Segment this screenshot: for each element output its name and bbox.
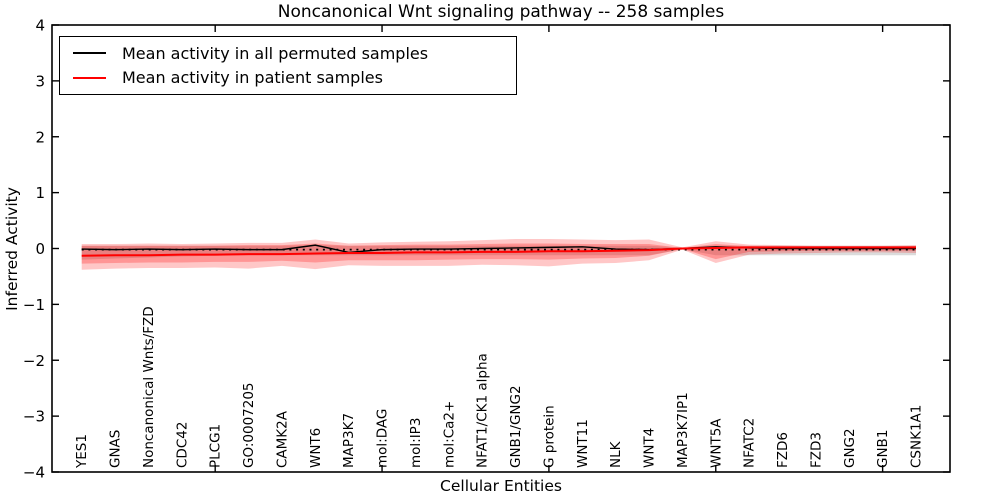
- x-entity-label: mol:Ca2+: [441, 401, 457, 468]
- x-entity-label: NFAT1/CK1 alpha: [475, 353, 491, 468]
- x-entity-label: G protein: [541, 405, 557, 468]
- x-entity-label: MAP3K7: [341, 413, 357, 468]
- x-entity-label: FZD6: [775, 432, 791, 468]
- x-entity-label: CAMK2A: [274, 410, 290, 468]
- line-mean-activity-in-all-permuted-samples: [81, 244, 916, 254]
- y-tick-label: 4: [35, 17, 45, 35]
- x-entity-label: WNT5A: [708, 418, 724, 468]
- x-entity-label: mol:DAG: [375, 409, 391, 468]
- x-entity-label: WNT6: [308, 428, 324, 468]
- x-entity-label: CSNK1A1: [909, 405, 925, 468]
- x-entity-label: NFATC2: [742, 418, 758, 468]
- legend-line-sample-red: [73, 76, 106, 79]
- x-entity-label: GO:0007205: [241, 382, 257, 468]
- x-entity-label: PLCG1: [208, 424, 224, 468]
- y-tick-label: −4: [23, 464, 45, 482]
- x-entity-label: FZD3: [808, 432, 824, 468]
- y-axis-label: Inferred Activity: [3, 187, 21, 311]
- x-entity-label: CDC42: [174, 422, 190, 468]
- x-entity-label: GNB1: [875, 430, 891, 468]
- x-entity-label: Noncanonical Wnts/FZD: [141, 306, 157, 468]
- x-entity-label: NLK: [608, 440, 624, 468]
- legend-label: Mean activity in all permuted samples: [122, 43, 429, 63]
- y-tick-label: −3: [23, 408, 45, 426]
- legend-item-patient: Mean activity in patient samples: [60, 66, 516, 90]
- x-axis-label: Cellular Entities: [440, 477, 562, 495]
- legend-line-sample-black: [73, 52, 106, 55]
- y-tick-label: 1: [35, 184, 45, 202]
- legend-label: Mean activity in patient samples: [122, 68, 383, 88]
- y-tick-label: −1: [23, 296, 45, 314]
- x-entity-label: GNB1/GNG2: [508, 385, 524, 468]
- x-entity-label: GNG2: [842, 428, 858, 468]
- y-tick-label: 2: [35, 128, 45, 146]
- x-entity-label: GNAS: [108, 430, 124, 468]
- legend-item-permuted: Mean activity in all permuted samples: [60, 41, 516, 65]
- x-entity-label: WNT11: [575, 419, 591, 468]
- y-tick-label: 3: [35, 72, 45, 90]
- line-mean-activity-in-patient-samples: [81, 246, 916, 257]
- x-entity-label: mol:IP3: [408, 418, 424, 468]
- x-entity-label: YES1: [74, 434, 90, 469]
- x-entity-label: WNT4: [642, 428, 658, 468]
- y-tick-label: 0: [35, 240, 45, 258]
- y-tick-label: −2: [23, 352, 45, 370]
- chart-title: Noncanonical Wnt signaling pathway -- 25…: [277, 2, 725, 22]
- x-entity-label: MAP3K7IP1: [675, 392, 691, 468]
- legend-box: Mean activity in all permuted samples Me…: [59, 36, 517, 95]
